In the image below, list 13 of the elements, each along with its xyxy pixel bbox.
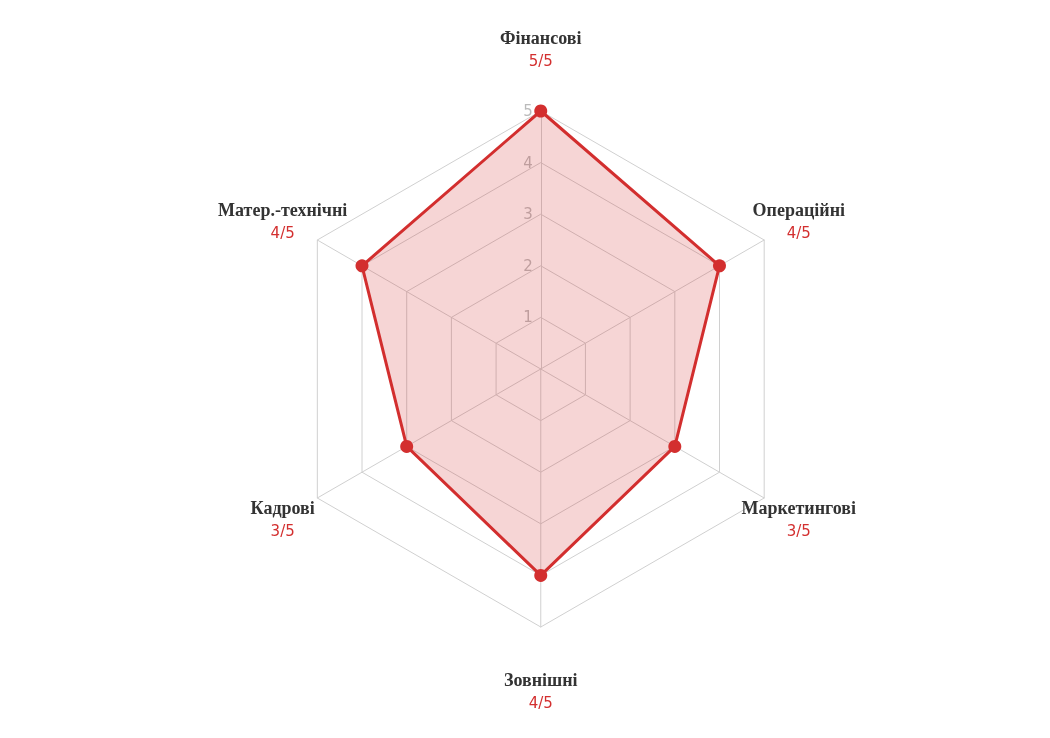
spoke-label: Кадрові	[250, 498, 315, 518]
spoke-label: Операційні	[752, 200, 846, 220]
text: 3/5	[786, 522, 811, 540]
text: 4/5	[270, 224, 295, 242]
spoke-label: Маркетингові	[741, 498, 857, 518]
spoke-label: Матер.-технічні	[218, 200, 348, 220]
text: 4/5	[528, 694, 553, 712]
spoke-label: Фінансові	[500, 28, 582, 48]
text: 5/5	[528, 52, 553, 70]
y-tick-label: 5	[523, 102, 533, 120]
spoke-label: Зовнішні	[503, 670, 578, 690]
text: 4/5	[786, 224, 811, 242]
text: 3/5	[270, 522, 295, 540]
